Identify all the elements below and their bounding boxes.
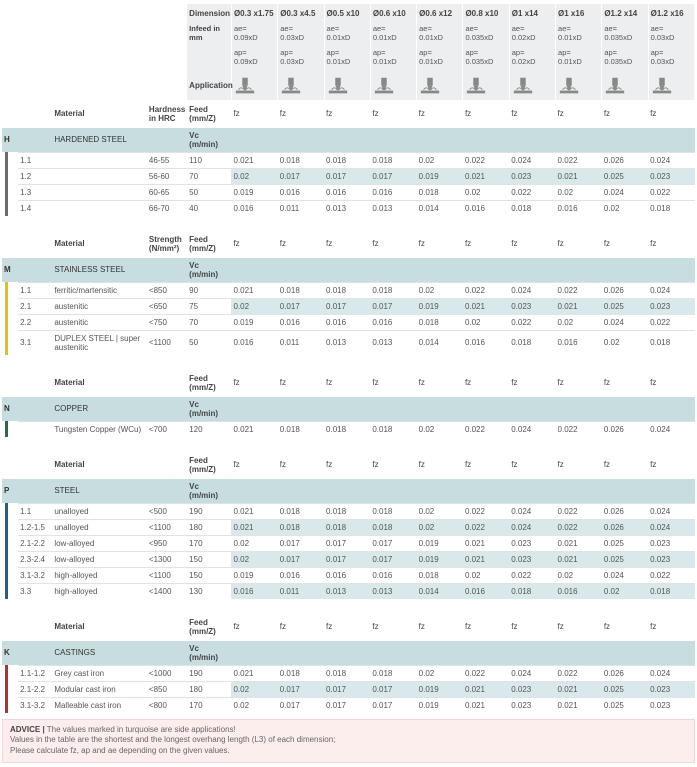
- mill-icon: [324, 72, 370, 100]
- cutting-data-table: Dimension Ø0.3 x1.75Ø0.3 x4.5Ø0.5 x10Ø0.…: [2, 4, 695, 713]
- dimension-cell: Ø1.2 x16: [648, 4, 694, 22]
- category-row: P STEELVc (m/min): [2, 479, 695, 504]
- advice-line3: Please calculate fz, ap and ae depending…: [10, 746, 230, 755]
- category-row: K CASTINGSVc (m/min): [2, 641, 695, 666]
- dimension-cell: Ø0.6 x12: [417, 4, 463, 22]
- table-row: 2.1austenitic<65075 0.020.0170.0170.0170…: [2, 298, 695, 314]
- mill-icon: [556, 72, 602, 100]
- dimension-cell: Ø1 x14: [509, 4, 555, 22]
- group-header-labels: Material Strength (N/mm²)Feed (mm/Z) fzf…: [2, 230, 695, 258]
- table-row: 2.1-2.2low-alloyed<950170 0.020.0170.017…: [2, 535, 695, 551]
- table-row: 1.1unalloyed<500190 0.0210.0180.0180.018…: [2, 503, 695, 519]
- mill-icon: [231, 72, 277, 100]
- table-row: 1.466-7040 0.0160.0110.0130.0130.0140.01…: [2, 200, 695, 216]
- header-ap-row: ap=0.09xDap=0.03xDap=0.01xDap=0.01xDap=0…: [2, 46, 695, 71]
- group-header-labels: Material Hardness in HRCFeed (mm/Z) fzfz…: [2, 100, 695, 128]
- dimension-cell: Ø0.6 x10: [370, 4, 416, 22]
- category-row: M STAINLESS STEELVc (m/min): [2, 258, 695, 283]
- table-row: 1.256-6070 0.020.0170.0170.0170.0190.021…: [2, 168, 695, 184]
- dimension-cell: Ø0.8 x10: [463, 4, 509, 22]
- table-row: 2.3-2.4low-alloyed<1300150 0.020.0170.01…: [2, 551, 695, 567]
- table-row: 1.2-1.5unalloyed<1100180 0.0210.0180.018…: [2, 519, 695, 535]
- table-row: Tungsten Copper (WCu)<700120 0.0210.0180…: [2, 421, 695, 437]
- table-row: 2.2austenitic<75070 0.0190.0160.0160.016…: [2, 314, 695, 330]
- group-header-labels: Material Feed (mm/Z) fzfzfzfzfzfzfzfzfzf…: [2, 613, 695, 641]
- table-row: 2.1-2.2Modular cast iron<850180 0.020.01…: [2, 681, 695, 697]
- group-header-labels: Material Feed (mm/Z) fzfzfzfzfzfzfzfzfzf…: [2, 451, 695, 479]
- dimension-cell: Ø1 x16: [556, 4, 602, 22]
- mill-icon: [602, 72, 648, 100]
- mill-icon: [417, 72, 463, 100]
- mill-icon: [463, 72, 509, 100]
- category-row: H HARDENED STEELVc (m/min): [2, 128, 695, 153]
- table-row: 1.146-55110 0.0210.0180.0180.0180.020.02…: [2, 152, 695, 168]
- dimension-cell: Ø0.3 x1.75: [231, 4, 277, 22]
- advice-line1: The values marked in turquoise are side …: [45, 725, 236, 734]
- table-row: 3.1-3.2high-alloyed<1100150 0.0190.0160.…: [2, 567, 695, 583]
- dimension-cell: Ø1.2 x14: [602, 4, 648, 22]
- table-row: 3.3high-alloyed<1400130 0.0160.0110.0130…: [2, 583, 695, 599]
- table-row: 3.1-3.2Malleable cast iron<800170 0.020.…: [2, 697, 695, 713]
- advice-line2: Values in the table are the shortest and…: [10, 735, 335, 744]
- group-header-labels: Material Feed (mm/Z) fzfzfzfzfzfzfzfzfzf…: [2, 369, 695, 397]
- header-dimension-row: Dimension Ø0.3 x1.75Ø0.3 x4.5Ø0.5 x10Ø0.…: [2, 4, 695, 22]
- dimension-cell: Ø0.5 x10: [324, 4, 370, 22]
- table-row: 1.1ferritic/martensitic<85090 0.0210.018…: [2, 282, 695, 298]
- header-infeed-row: Infeed in mm ae=0.09xDae=0.03xDae=0.01xD…: [2, 22, 695, 46]
- table-row: 3.1DUPLEX STEEL | super austenitic<11005…: [2, 330, 695, 355]
- table-row: 1.360-6550 0.0190.0160.0160.0160.0180.02…: [2, 184, 695, 200]
- mill-icon: [370, 72, 416, 100]
- advice-label: ADVICE |: [10, 725, 45, 734]
- header-application-row: Application: [2, 72, 695, 100]
- mill-icon: [278, 72, 324, 100]
- mill-icon: [509, 72, 555, 100]
- category-row: N COPPERVc (m/min): [2, 397, 695, 422]
- table-row: 1.1-1.2Grey cast iron<1000190 0.0210.018…: [2, 665, 695, 681]
- mill-icon: [648, 72, 694, 100]
- advice-box: ADVICE | The values marked in turquoise …: [2, 719, 695, 763]
- dimension-cell: Ø0.3 x4.5: [278, 4, 324, 22]
